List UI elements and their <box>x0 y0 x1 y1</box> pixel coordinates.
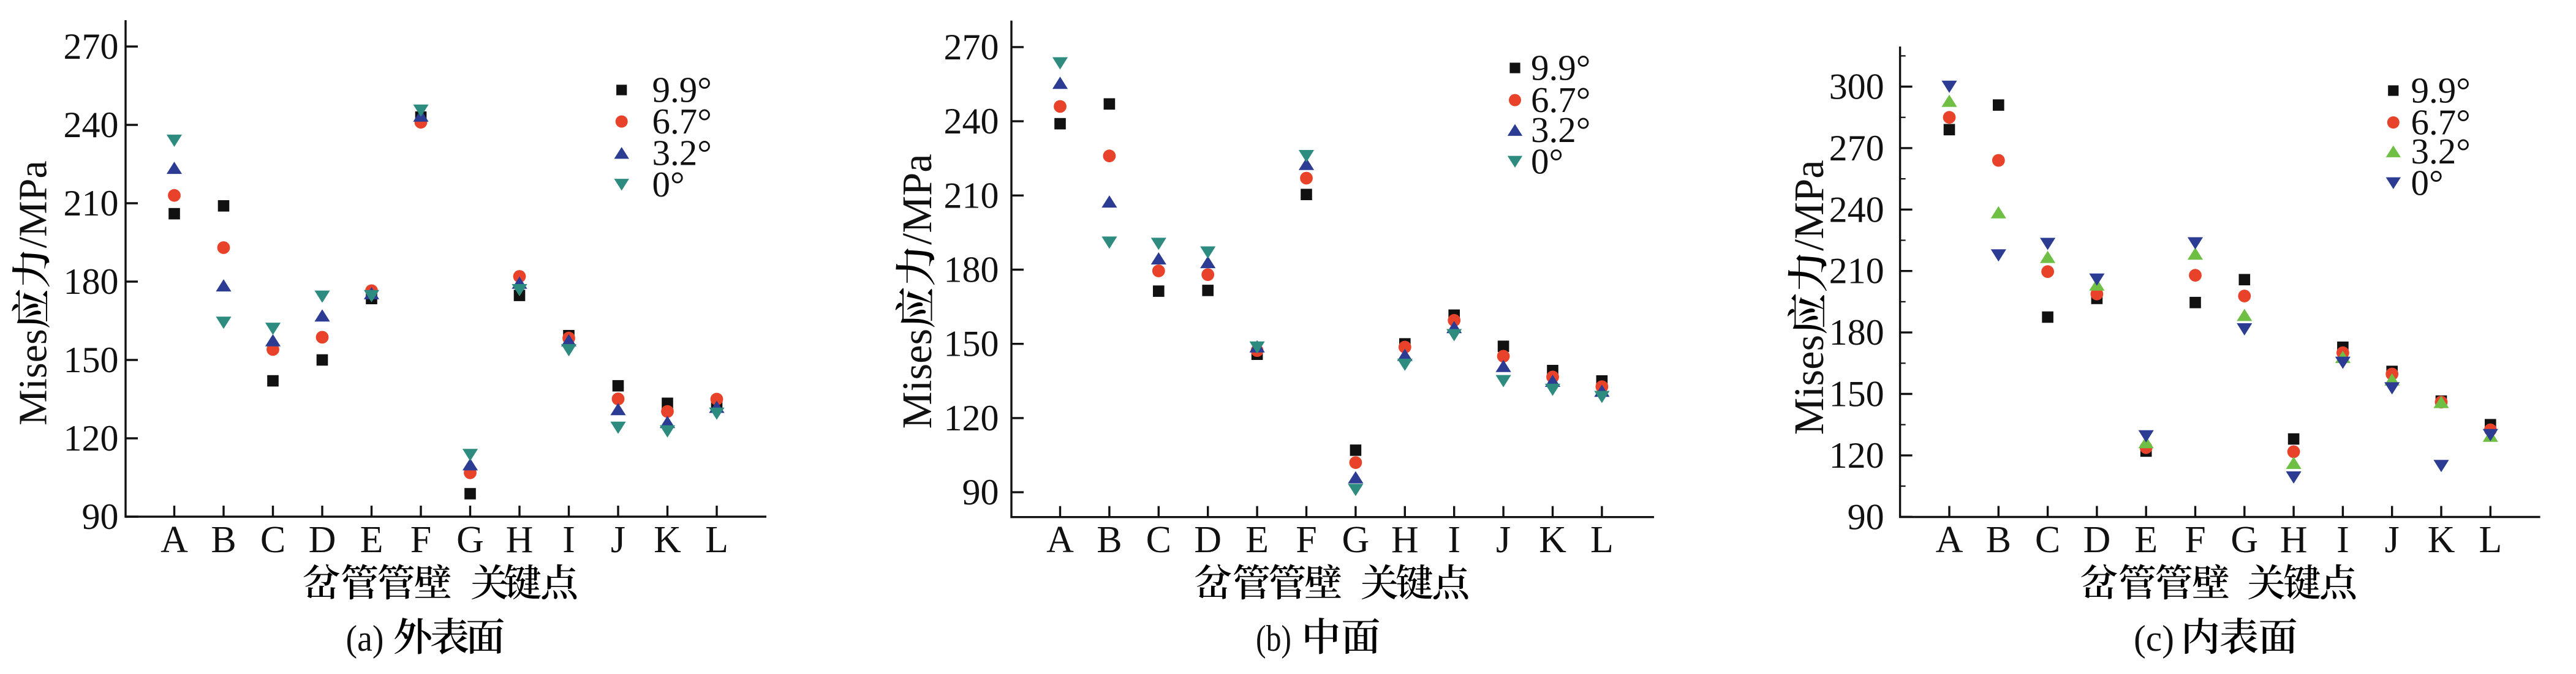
svg-text:270: 270 <box>944 27 999 67</box>
svg-text:270: 270 <box>1829 128 1884 168</box>
svg-text:E: E <box>1245 519 1269 561</box>
svg-text:Mises: Mises <box>10 329 55 425</box>
svg-text:120: 120 <box>1829 435 1884 476</box>
svg-text:150: 150 <box>64 340 119 380</box>
svg-text:C: C <box>2035 519 2060 561</box>
svg-text:B: B <box>211 519 236 561</box>
svg-text:H: H <box>1391 519 1419 561</box>
svg-text:210: 210 <box>944 175 999 215</box>
svg-text:K: K <box>2428 519 2455 561</box>
svg-text:A: A <box>1046 519 1074 561</box>
svg-text:L: L <box>705 519 728 561</box>
svg-text:9.9°: 9.9° <box>2411 70 2471 110</box>
svg-text:G: G <box>2230 519 2258 561</box>
svg-text:6.7°: 6.7° <box>1531 80 1590 120</box>
svg-text:F: F <box>2185 519 2205 561</box>
svg-text:G: G <box>1342 519 1370 561</box>
svg-text:90: 90 <box>1848 496 1884 537</box>
svg-text:I: I <box>562 519 575 561</box>
svg-text:L: L <box>2479 519 2502 561</box>
svg-text:D: D <box>309 519 336 561</box>
svg-text:A: A <box>161 519 188 561</box>
svg-text:180: 180 <box>1829 312 1884 353</box>
svg-text:180: 180 <box>64 261 119 302</box>
svg-text:C: C <box>1146 519 1171 561</box>
svg-text:(a): (a) <box>346 618 384 659</box>
svg-text:3.2°: 3.2° <box>1531 110 1590 150</box>
svg-text:0°: 0° <box>1531 141 1563 181</box>
svg-text:C: C <box>260 519 285 561</box>
svg-text:150: 150 <box>944 324 999 364</box>
svg-text:150: 150 <box>1829 374 1884 414</box>
svg-text:90: 90 <box>962 472 999 512</box>
svg-text:/MPa: /MPa <box>1786 160 1832 250</box>
svg-text:6.7°: 6.7° <box>2411 102 2471 142</box>
svg-text:(b): (b) <box>1256 618 1291 659</box>
svg-text:(c): (c) <box>2134 618 2174 659</box>
svg-text:B: B <box>1986 519 2011 561</box>
svg-text:/MPa: /MPa <box>10 160 55 248</box>
svg-text:3.2°: 3.2° <box>2411 131 2471 171</box>
svg-text:I: I <box>2336 519 2349 561</box>
svg-text:E: E <box>2134 519 2158 561</box>
svg-text:J: J <box>2385 519 2400 561</box>
svg-text:H: H <box>2280 519 2308 561</box>
svg-text:3.2°: 3.2° <box>652 132 712 173</box>
svg-text:180: 180 <box>944 250 999 290</box>
svg-text:120: 120 <box>64 418 119 459</box>
svg-text:G: G <box>456 519 484 561</box>
svg-text:D: D <box>2083 519 2111 561</box>
svg-text:240: 240 <box>1829 189 1884 230</box>
svg-text:B: B <box>1097 519 1122 561</box>
svg-text:/MPa: /MPa <box>894 154 940 244</box>
svg-text:240: 240 <box>64 105 119 145</box>
svg-text:E: E <box>360 519 383 561</box>
svg-text:120: 120 <box>944 398 999 438</box>
svg-text:J: J <box>1496 519 1511 561</box>
svg-text:0°: 0° <box>652 164 685 204</box>
svg-text:K: K <box>654 519 681 561</box>
svg-text:210: 210 <box>1829 251 1884 291</box>
svg-text:Mises: Mises <box>894 329 940 429</box>
svg-text:F: F <box>1296 519 1316 561</box>
svg-text:I: I <box>1448 519 1460 561</box>
svg-text:F: F <box>410 519 431 561</box>
svg-text:9.9°: 9.9° <box>652 69 712 110</box>
svg-text:L: L <box>1590 519 1614 561</box>
svg-text:240: 240 <box>944 101 999 141</box>
svg-text:J: J <box>611 519 625 561</box>
svg-text:D: D <box>1194 519 1222 561</box>
svg-text:210: 210 <box>64 183 119 223</box>
svg-text:0°: 0° <box>2411 162 2444 203</box>
svg-text:270: 270 <box>64 26 119 67</box>
svg-text:A: A <box>1936 519 1963 561</box>
svg-text:K: K <box>1539 519 1566 561</box>
svg-text:9.9°: 9.9° <box>1531 47 1590 88</box>
svg-text:300: 300 <box>1829 67 1884 107</box>
svg-text:90: 90 <box>82 496 119 537</box>
svg-text:H: H <box>506 519 534 561</box>
svg-text:Mises: Mises <box>1786 335 1832 435</box>
svg-text:6.7°: 6.7° <box>652 101 712 141</box>
